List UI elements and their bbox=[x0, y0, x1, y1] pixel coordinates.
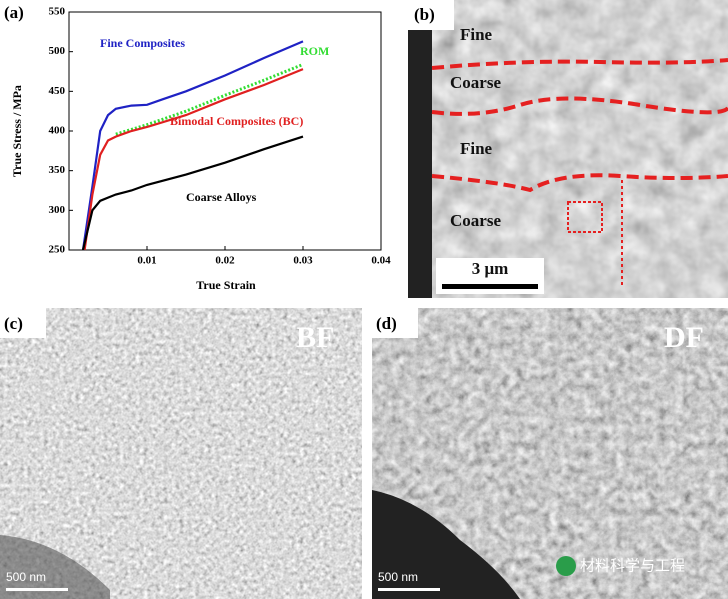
panel-a: (a) True Strain True Stress / MPa 250 300… bbox=[4, 3, 391, 292]
label-bg bbox=[372, 308, 418, 338]
y-tick-label: 300 bbox=[49, 204, 66, 216]
label-bg bbox=[408, 0, 454, 30]
y-tick-label: 400 bbox=[49, 125, 66, 137]
series-line bbox=[83, 68, 304, 251]
series-line bbox=[115, 63, 304, 136]
panel-label: (a) bbox=[4, 3, 24, 22]
region-label: Fine bbox=[460, 25, 493, 44]
series-label: Coarse Alloys bbox=[186, 190, 257, 204]
series-line bbox=[81, 40, 304, 251]
boundary bbox=[431, 173, 728, 193]
y-tick-label: 350 bbox=[49, 164, 66, 176]
series-line bbox=[81, 135, 304, 251]
series-label: ROM bbox=[300, 44, 329, 58]
panel-label: (b) bbox=[414, 5, 435, 24]
series-label: Bimodal Composites (BC) bbox=[170, 114, 303, 128]
watermark: 材料科学与工程 bbox=[580, 557, 685, 575]
panel-b: (b) Fine Coarse Fine Coarse 3 μm bbox=[408, 0, 728, 298]
boundary bbox=[431, 58, 728, 70]
y-tick-label: 550 bbox=[49, 6, 66, 18]
scale-bar bbox=[6, 588, 68, 591]
scale-label: 500 nm bbox=[378, 570, 418, 584]
x-tick-label: 0.02 bbox=[215, 255, 235, 267]
label-bg bbox=[0, 308, 46, 338]
selection-box bbox=[567, 201, 603, 233]
grain bbox=[0, 535, 110, 599]
x-tick-label: 0.04 bbox=[371, 255, 391, 267]
y-tick-label: 500 bbox=[49, 45, 66, 57]
mode-label: DF bbox=[664, 321, 704, 354]
x-tick-label: 0.03 bbox=[293, 255, 313, 267]
grain bbox=[372, 490, 520, 599]
scale-bar bbox=[442, 284, 538, 289]
region-label: Fine bbox=[460, 139, 493, 158]
mode-label: BF bbox=[296, 321, 334, 354]
x-axis-label: True Strain bbox=[196, 278, 256, 292]
panel-label: (d) bbox=[376, 314, 397, 333]
x-tick-label: 0.01 bbox=[137, 255, 156, 267]
micrograph bbox=[0, 308, 362, 599]
micrograph bbox=[408, 0, 728, 298]
panel-label: (c) bbox=[4, 314, 23, 333]
panel-d: (d) DF 500 nm 材料科学与工程 bbox=[372, 308, 728, 599]
edge bbox=[408, 0, 432, 298]
region-label: Coarse bbox=[450, 73, 501, 92]
panel-c: (c) BF 500 nm bbox=[0, 308, 362, 599]
y-tick-label: 250 bbox=[49, 244, 66, 256]
scale-bar bbox=[378, 588, 440, 591]
y-axis-label: True Stress / MPa bbox=[10, 85, 24, 177]
scale-label: 500 nm bbox=[6, 570, 46, 584]
region-label: Coarse bbox=[450, 211, 501, 230]
y-tick-label: 450 bbox=[49, 85, 66, 97]
scale-label: 3 μm bbox=[472, 259, 509, 278]
watermark-icon bbox=[556, 556, 576, 576]
series-label: Fine Composites bbox=[100, 36, 185, 50]
